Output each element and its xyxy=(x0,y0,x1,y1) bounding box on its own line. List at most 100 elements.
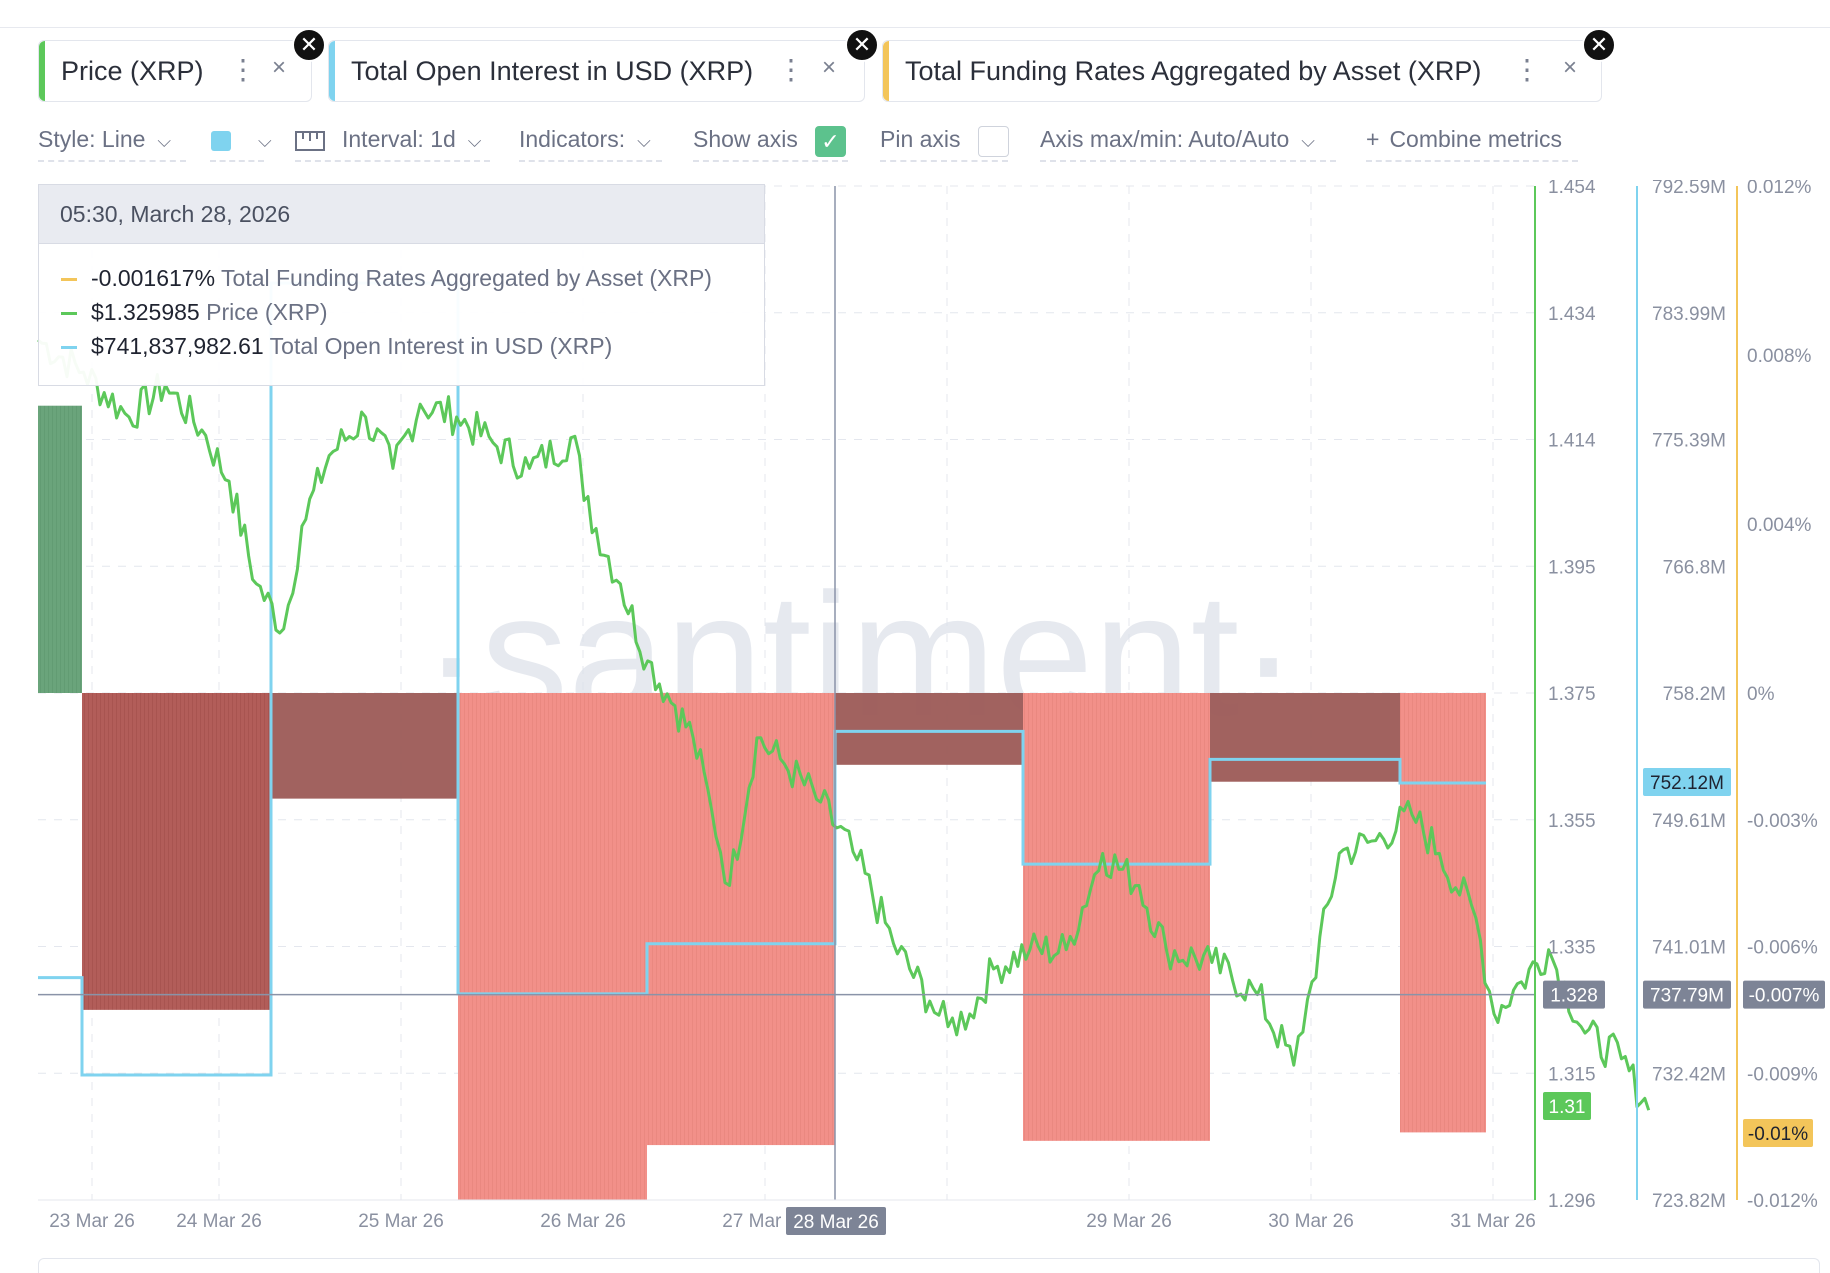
axis-maxmin-underline xyxy=(1040,160,1336,162)
price-tick-label: 1.296 xyxy=(1548,1191,1596,1212)
metric-chip-open-interest[interactable]: Total Open Interest in USD (XRP) ⋮ × xyxy=(328,40,865,102)
funding-tick-label: 0% xyxy=(1747,684,1775,705)
interval-label: Interval: 1d xyxy=(342,126,456,152)
price-crosshair-badge-bg xyxy=(1543,980,1605,1009)
close-icon[interactable]: ✕ xyxy=(1582,28,1616,62)
chip-remove-icon[interactable]: × xyxy=(1563,54,1578,81)
oi-tick-label: 766.8M xyxy=(1663,557,1726,578)
open-interest-line xyxy=(38,281,1486,1077)
color-underline xyxy=(210,160,264,162)
x-tick-label: 25 Mar 26 xyxy=(358,1211,444,1232)
legend-marker xyxy=(61,278,77,282)
navigator-strip[interactable] xyxy=(38,1258,1820,1273)
interval-underline xyxy=(295,160,490,162)
funding-tick-label: 0.012% xyxy=(1747,180,1812,198)
chip-menu-icon[interactable]: ⋮ xyxy=(229,54,257,85)
tooltip-date: 05:30, March 28, 2026 xyxy=(39,185,764,244)
tooltip-value: -0.001617% xyxy=(91,265,216,291)
chevron-down-icon: ⌵ xyxy=(157,131,172,151)
color-select[interactable]: ⌵ xyxy=(246,126,272,153)
interval-select[interactable]: Interval: 1d ⌵ xyxy=(342,126,481,153)
x-tick-label: 29 Mar 26 xyxy=(1086,1211,1172,1232)
chip-remove-icon[interactable]: × xyxy=(272,54,287,81)
funding-tick-label: -0.012% xyxy=(1747,1191,1818,1212)
oi-tick-label: 792.59M xyxy=(1652,180,1726,198)
chip-menu-icon[interactable]: ⋮ xyxy=(1513,54,1541,85)
chip-remove-icon[interactable]: × xyxy=(822,54,837,81)
oi-tick-label: 723.82M xyxy=(1652,1191,1726,1212)
funding-bar xyxy=(458,693,647,1200)
indicators-label: Indicators: xyxy=(519,126,626,152)
funding-bar xyxy=(835,693,1023,765)
chip-menu-icon[interactable]: ⋮ xyxy=(777,54,805,85)
chip-label: Total Open Interest in USD (XRP) xyxy=(351,56,754,86)
tooltip: 05:30, March 28, 2026 -0.001617% Total F… xyxy=(38,184,765,386)
pin-axis-underline xyxy=(880,160,1008,162)
chart-canvas[interactable]: ·santiment· 1.4541.4341.4141.3951.3751.3… xyxy=(0,180,1830,1258)
chevron-down-icon: ⌵ xyxy=(637,131,651,151)
crosshair-x-badge: 28 Mar 26 xyxy=(793,1212,879,1233)
chip-label: Price (XRP) xyxy=(61,56,204,86)
oi-crosshair-badge: 737.79M xyxy=(1650,986,1724,1007)
combine-metrics-label: Combine metrics xyxy=(1389,126,1562,152)
oi-current-badge-bg xyxy=(1643,768,1731,796)
price-tick-label: 1.434 xyxy=(1548,304,1596,325)
tooltip-row-funding: -0.001617% Total Funding Rates Aggregate… xyxy=(61,265,712,292)
funding-bar xyxy=(271,693,458,799)
axis-maxmin-select[interactable]: Axis max/min: Auto/Auto ⌵ xyxy=(1040,126,1315,153)
funding-tick-label: -0.003% xyxy=(1747,811,1818,832)
tooltip-row-open-interest: $741,837,982.61 Total Open Interest in U… xyxy=(61,333,612,360)
combine-metrics-button[interactable]: + Combine metrics xyxy=(1366,126,1562,153)
close-icon[interactable]: ✕ xyxy=(845,28,879,62)
close-icon[interactable]: ✕ xyxy=(292,28,326,62)
combine-underline xyxy=(1366,160,1578,162)
price-current-badge-bg xyxy=(1543,1092,1591,1120)
chip-color-bar xyxy=(39,41,45,101)
oi-tick-label: 783.99M xyxy=(1652,304,1726,325)
crosshair xyxy=(38,186,1535,1200)
indicators-underline xyxy=(519,160,662,162)
pin-axis-toggle[interactable]: Pin axis xyxy=(880,126,961,153)
legend-marker xyxy=(61,346,77,350)
tooltip-name: Total Funding Rates Aggregated by Asset … xyxy=(221,265,712,291)
funding-tick-label: 0.008% xyxy=(1747,346,1812,367)
oi-tick-label: 749.61M xyxy=(1652,811,1726,832)
indicators-select[interactable]: Indicators: ⌵ xyxy=(519,126,651,153)
x-tick-label: 24 Mar 26 xyxy=(176,1211,262,1232)
oi-tick-label: 775.39M xyxy=(1652,431,1726,452)
price-current-badge: 1.31 xyxy=(1549,1097,1586,1118)
color-swatch[interactable] xyxy=(211,131,231,151)
funding-bars xyxy=(38,405,1486,1200)
pin-axis-checkbox[interactable] xyxy=(978,126,1009,157)
axis-maxmin-label: Axis max/min: Auto/Auto xyxy=(1040,126,1290,152)
x-tick-label: 30 Mar 26 xyxy=(1268,1211,1354,1232)
show-axis-underline xyxy=(693,160,848,162)
funding-current-badge: -0.01% xyxy=(1748,1124,1808,1145)
metric-chip-price[interactable]: Price (XRP) ⋮ × xyxy=(38,40,312,102)
x-tick-label: 31 Mar 26 xyxy=(1450,1211,1536,1232)
price-path xyxy=(37,338,1651,1111)
show-axis-label: Show axis xyxy=(693,126,798,152)
oi-tick-label: 732.42M xyxy=(1652,1064,1726,1085)
price-tick-label: 1.315 xyxy=(1548,1064,1596,1085)
price-tick-label: 1.454 xyxy=(1548,180,1596,198)
tooltip-name: Total Open Interest in USD (XRP) xyxy=(269,333,613,359)
funding-crosshair-badge-bg xyxy=(1743,980,1825,1009)
pin-axis-label: Pin axis xyxy=(880,126,961,152)
oi-tick-label: 741.01M xyxy=(1652,938,1726,959)
price-tick-label: 1.355 xyxy=(1548,811,1596,832)
ruler-icon xyxy=(295,131,325,151)
legend-marker xyxy=(61,312,77,316)
show-axis-toggle[interactable]: Show axis xyxy=(693,126,798,153)
chip-color-bar xyxy=(329,41,335,101)
chevron-down-icon: ⌵ xyxy=(258,131,272,151)
crosshair-x-badge-bg xyxy=(786,1207,886,1235)
tooltip-value: $1.325985 xyxy=(91,299,200,325)
show-axis-checkbox[interactable]: ✓ xyxy=(815,126,846,157)
open-interest-path xyxy=(38,281,1486,1077)
style-select[interactable]: Style: Line ⌵ xyxy=(38,126,171,153)
metric-chip-funding-rates[interactable]: Total Funding Rates Aggregated by Asset … xyxy=(882,40,1602,102)
top-divider xyxy=(0,27,1830,28)
funding-bar xyxy=(38,405,82,693)
tooltip-name: Price (XRP) xyxy=(206,299,328,325)
